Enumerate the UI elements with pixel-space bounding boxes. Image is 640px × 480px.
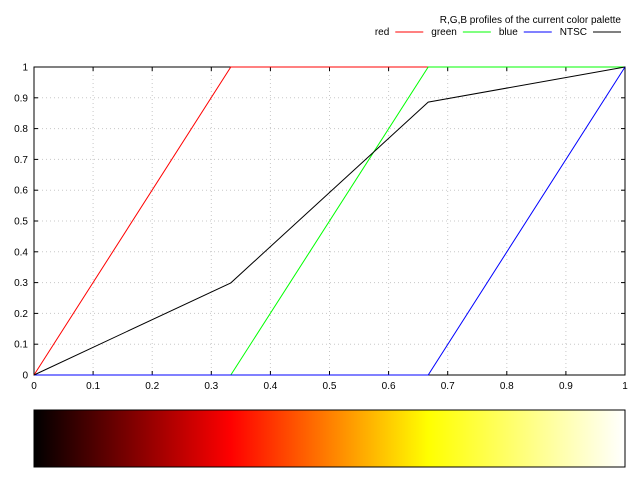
y-tick-label: 0.7: [14, 155, 28, 166]
x-tick-label: 0: [31, 381, 37, 392]
legend-label-green: green: [431, 27, 457, 38]
y-tick-label: 0: [22, 371, 28, 382]
x-tick-label: 0.4: [263, 381, 277, 392]
y-tick-label: 0.9: [14, 93, 28, 104]
x-tick-label: 0.3: [204, 381, 218, 392]
chart-title: R,G,B profiles of the current color pale…: [440, 15, 622, 26]
y-tick-label: 0.8: [14, 124, 28, 135]
x-tick-label: 0.1: [86, 381, 100, 392]
x-tick-label: 0.7: [441, 381, 455, 392]
palette-colorbar: [33, 409, 626, 468]
x-tick-label: 0.8: [500, 381, 514, 392]
x-tick-label: 0.9: [559, 381, 573, 392]
x-tick-label: 0.5: [323, 381, 337, 392]
x-tick-label: 1: [622, 381, 628, 392]
axis-ticks: 0 0.1 0.2 0.3 0.4 0.5 0.6 0.7 0.8 0.9 1 0 0.1 0.2 0.3 0…: [14, 63, 628, 393]
series-line-blue: [34, 66, 626, 376]
series-layer: [33, 66, 626, 376]
series-line-ntsc: [33, 66, 626, 376]
y-tick-label: 0.4: [14, 247, 28, 258]
y-tick-label: 0.3: [14, 278, 28, 289]
y-tick-label: 0.5: [14, 217, 28, 228]
legend-label-ntsc: NTSC: [560, 27, 587, 38]
legend: NTSC blue green red: [375, 27, 621, 38]
legend-label-red: red: [375, 27, 389, 38]
y-tick-label: 1: [22, 63, 28, 74]
y-tick-label: 0.6: [14, 186, 28, 197]
x-tick-label: 0.2: [145, 381, 159, 392]
y-tick-label: 0.2: [14, 309, 28, 320]
y-tick-label: 0.1: [14, 340, 28, 351]
x-tick-label: 0.6: [382, 381, 396, 392]
legend-label-blue: blue: [499, 27, 518, 38]
